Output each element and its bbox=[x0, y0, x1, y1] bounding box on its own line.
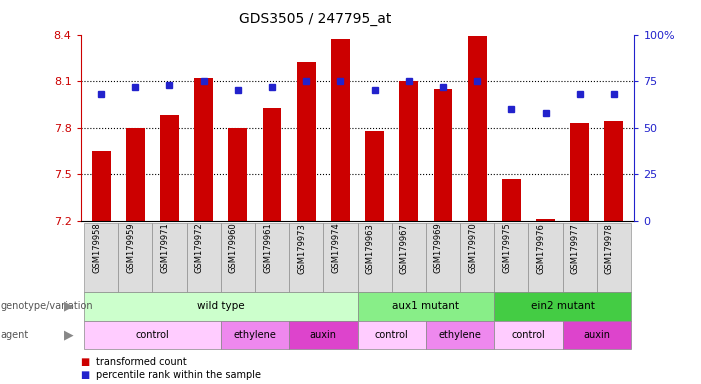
Text: GSM179967: GSM179967 bbox=[400, 223, 409, 273]
Text: aux1 mutant: aux1 mutant bbox=[393, 301, 459, 311]
Bar bbox=[194, 78, 213, 221]
Text: ethylene: ethylene bbox=[439, 330, 482, 340]
Bar bbox=[604, 121, 623, 221]
Text: control: control bbox=[512, 330, 545, 340]
Bar bbox=[160, 115, 179, 221]
Text: GSM179961: GSM179961 bbox=[263, 223, 272, 273]
Text: auxin: auxin bbox=[310, 330, 336, 340]
Text: transformed count: transformed count bbox=[96, 356, 186, 367]
Text: GSM179971: GSM179971 bbox=[161, 223, 170, 273]
Text: ▶: ▶ bbox=[64, 300, 74, 313]
Text: GSM179975: GSM179975 bbox=[503, 223, 511, 273]
Text: ▶: ▶ bbox=[64, 329, 74, 341]
Text: GSM179960: GSM179960 bbox=[229, 223, 238, 273]
Bar bbox=[571, 123, 589, 221]
Text: ■: ■ bbox=[81, 370, 90, 381]
Text: ■: ■ bbox=[81, 356, 90, 367]
Bar bbox=[502, 179, 521, 221]
Text: wild type: wild type bbox=[197, 301, 245, 311]
Bar bbox=[434, 89, 452, 221]
Text: GDS3505 / 247795_at: GDS3505 / 247795_at bbox=[239, 12, 392, 25]
Text: genotype/variation: genotype/variation bbox=[1, 301, 93, 311]
Text: GSM179973: GSM179973 bbox=[297, 223, 306, 273]
Text: control: control bbox=[375, 330, 409, 340]
Bar bbox=[126, 127, 144, 221]
Text: ein2 mutant: ein2 mutant bbox=[531, 301, 594, 311]
Bar bbox=[297, 63, 315, 221]
Text: agent: agent bbox=[1, 330, 29, 340]
Bar bbox=[468, 36, 486, 221]
Text: ethylene: ethylene bbox=[233, 330, 276, 340]
Bar bbox=[536, 219, 555, 221]
Text: auxin: auxin bbox=[583, 330, 611, 340]
Text: GSM179972: GSM179972 bbox=[195, 223, 204, 273]
Bar bbox=[92, 151, 111, 221]
Text: control: control bbox=[135, 330, 169, 340]
Bar bbox=[263, 108, 281, 221]
Bar bbox=[229, 127, 247, 221]
Text: GSM179974: GSM179974 bbox=[332, 223, 341, 273]
Text: percentile rank within the sample: percentile rank within the sample bbox=[96, 370, 261, 381]
Text: GSM179976: GSM179976 bbox=[536, 223, 545, 273]
Text: GSM179958: GSM179958 bbox=[92, 223, 101, 273]
Text: GSM179963: GSM179963 bbox=[366, 223, 374, 273]
Text: GSM179959: GSM179959 bbox=[126, 223, 135, 273]
Text: GSM179977: GSM179977 bbox=[571, 223, 580, 273]
Bar bbox=[331, 39, 350, 221]
Text: GSM179969: GSM179969 bbox=[434, 223, 443, 273]
Text: GSM179970: GSM179970 bbox=[468, 223, 477, 273]
Bar bbox=[400, 81, 418, 221]
Text: GSM179978: GSM179978 bbox=[605, 223, 614, 273]
Bar bbox=[365, 131, 384, 221]
